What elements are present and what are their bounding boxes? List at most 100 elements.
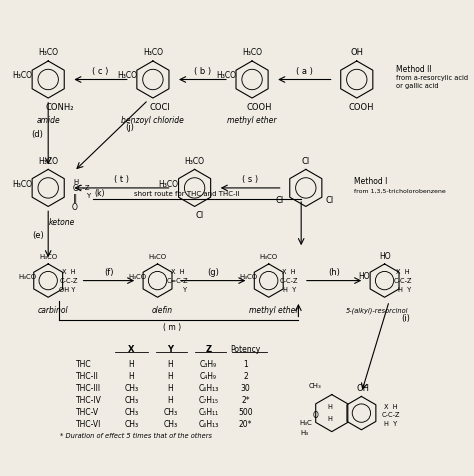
Text: H: H: [129, 371, 135, 380]
Text: Cl: Cl: [301, 156, 310, 165]
Text: H₃CO: H₃CO: [242, 48, 262, 57]
Text: (d): (d): [32, 130, 44, 139]
Text: carbinol: carbinol: [37, 305, 68, 314]
Text: H₃CO: H₃CO: [159, 179, 179, 188]
Text: THC-IV: THC-IV: [76, 395, 102, 404]
Text: OH Y: OH Y: [58, 287, 75, 292]
Text: CH₃: CH₃: [309, 383, 321, 388]
Text: X: X: [128, 344, 135, 353]
Text: ‖: ‖: [73, 193, 77, 202]
Text: ( c ): ( c ): [92, 67, 109, 76]
Text: X  H: X H: [396, 269, 410, 275]
Text: benzoyl chloride: benzoyl chloride: [121, 116, 184, 125]
Text: H: H: [168, 383, 173, 392]
Text: ketone: ketone: [49, 218, 75, 226]
Text: ( b ): ( b ): [194, 67, 211, 76]
Text: H₃CO: H₃CO: [12, 71, 32, 80]
Text: H₃CO: H₃CO: [260, 253, 278, 259]
Text: C-C-Z: C-C-Z: [280, 277, 298, 283]
Text: H: H: [328, 403, 332, 409]
Text: COOH: COOH: [349, 103, 374, 112]
Text: OH: OH: [350, 48, 363, 57]
Text: methyl ether: methyl ether: [228, 116, 277, 125]
Text: Cl: Cl: [326, 195, 334, 204]
Text: OH: OH: [357, 383, 370, 392]
Text: CH₃: CH₃: [125, 407, 139, 416]
Text: HO: HO: [358, 272, 370, 281]
Text: 20*: 20*: [239, 419, 252, 428]
Text: ( a ): ( a ): [296, 67, 313, 76]
Text: -C-Z: -C-Z: [76, 185, 91, 190]
Text: X  H: X H: [171, 269, 185, 275]
Text: Cl: Cl: [276, 195, 284, 204]
Text: C₇H₁₅: C₇H₁₅: [199, 395, 219, 404]
Text: (j): (j): [125, 123, 134, 132]
Text: C₆H₁₃: C₆H₁₃: [199, 419, 219, 428]
Text: H: H: [73, 178, 79, 184]
Text: H  Y: H Y: [384, 420, 398, 426]
Text: H₃CO: H₃CO: [12, 179, 32, 188]
Text: CONH₂: CONH₂: [45, 103, 73, 112]
Text: H₃C: H₃C: [300, 419, 312, 426]
Text: THC-II: THC-II: [76, 371, 99, 380]
Text: Y: Y: [86, 193, 90, 199]
Text: H₃CO: H₃CO: [38, 156, 58, 165]
Text: ( s ): ( s ): [242, 175, 258, 184]
Text: X  H: X H: [384, 403, 398, 409]
Text: C-C-Z: C-C-Z: [394, 277, 412, 283]
Text: COCl: COCl: [150, 103, 171, 112]
Text: methyl ether: methyl ether: [249, 305, 298, 314]
Text: H₃CO: H₃CO: [19, 273, 37, 279]
Text: (e): (e): [32, 230, 44, 239]
Text: O: O: [72, 202, 78, 211]
Text: Method I: Method I: [354, 177, 387, 186]
Text: H₃CO: H₃CO: [128, 273, 146, 279]
Text: C₆H₁₃: C₆H₁₃: [199, 383, 219, 392]
Text: H₃CO: H₃CO: [117, 71, 137, 80]
Text: Method II: Method II: [396, 65, 431, 74]
Text: 2*: 2*: [241, 395, 250, 404]
Text: H₃CO: H₃CO: [143, 48, 163, 57]
Text: Y: Y: [183, 287, 187, 292]
Text: (i): (i): [401, 314, 410, 322]
Text: * Duration of effect 5 times that of the others: * Duration of effect 5 times that of the…: [60, 432, 212, 438]
Text: THC-VI: THC-VI: [76, 419, 101, 428]
Text: CH₃: CH₃: [164, 419, 178, 428]
Text: H₃CO: H₃CO: [39, 253, 57, 259]
Text: from 1,3,5-tricholorobenzene: from 1,3,5-tricholorobenzene: [354, 188, 446, 193]
Text: X  H: X H: [62, 269, 75, 275]
Text: from a-resorcylic acid: from a-resorcylic acid: [396, 75, 468, 80]
Text: Cl: Cl: [195, 211, 203, 220]
Text: THC-III: THC-III: [76, 383, 101, 392]
Text: olefin: olefin: [152, 305, 173, 314]
Text: Potency: Potency: [230, 344, 261, 353]
Text: H₃CO: H₃CO: [184, 156, 205, 165]
Text: C₃H₉: C₃H₉: [200, 359, 217, 368]
Text: X  H: X H: [283, 269, 296, 275]
Text: H  Y: H Y: [283, 287, 296, 292]
Text: THC-V: THC-V: [76, 407, 99, 416]
Text: 1: 1: [243, 359, 248, 368]
Text: H₃CO: H₃CO: [148, 253, 166, 259]
Text: THC: THC: [76, 359, 91, 368]
Text: H₃: H₃: [300, 429, 308, 435]
Text: H: H: [168, 395, 173, 404]
Text: 500: 500: [238, 407, 253, 416]
Text: ( m ): ( m ): [164, 323, 182, 332]
Text: C-C-Z: C-C-Z: [59, 277, 78, 283]
Text: H: H: [129, 359, 135, 368]
Text: H: H: [168, 371, 173, 380]
Text: short route for THC and THC-II: short route for THC and THC-II: [134, 190, 240, 196]
Text: CH₃: CH₃: [125, 383, 139, 392]
Text: CH₃: CH₃: [125, 395, 139, 404]
Text: H₃CO: H₃CO: [38, 48, 58, 57]
Text: H: H: [168, 359, 173, 368]
Text: C=C-Z: C=C-Z: [167, 277, 189, 283]
Text: H: H: [328, 415, 332, 421]
Text: (k): (k): [94, 188, 105, 198]
Text: C-C-Z: C-C-Z: [382, 411, 401, 417]
Text: 2: 2: [243, 371, 248, 380]
Text: C₄H₉: C₄H₉: [200, 371, 217, 380]
Text: Z: Z: [205, 344, 211, 353]
Text: C₅H₁₁: C₅H₁₁: [199, 407, 219, 416]
